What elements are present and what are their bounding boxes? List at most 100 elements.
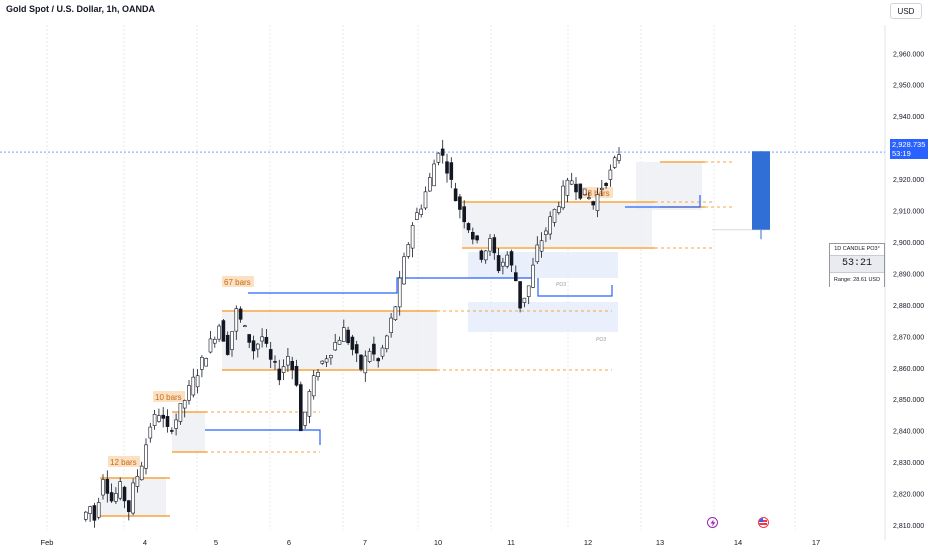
candle-body — [208, 338, 213, 353]
candle-body — [458, 196, 462, 210]
candle-body — [354, 344, 359, 354]
candle-body — [316, 371, 320, 377]
po3-label: PO3 — [596, 337, 606, 343]
candle-body — [320, 360, 325, 364]
candle-body — [174, 419, 178, 429]
candle-body — [230, 331, 234, 350]
candle-body — [505, 254, 510, 267]
candle-body — [96, 502, 101, 518]
candle-body — [165, 416, 170, 427]
x-tick-label: Feb — [41, 538, 54, 547]
candle-body — [380, 347, 385, 357]
candle-body — [548, 216, 553, 235]
candle-body — [260, 336, 264, 342]
candle-body — [221, 320, 226, 342]
y-tick-label: 2,830.000 — [893, 460, 924, 467]
candle-body — [333, 342, 338, 351]
candle-body — [170, 430, 174, 432]
candle-body — [213, 338, 217, 344]
candle-body — [135, 476, 140, 487]
candle-body — [273, 361, 277, 363]
range-label-bg — [153, 391, 185, 402]
structure-line — [205, 429, 321, 445]
candle-body — [191, 376, 196, 396]
x-tick-label: 17 — [812, 538, 820, 547]
candle-body — [268, 349, 273, 360]
y-tick-label: 2,860.000 — [893, 366, 924, 373]
candle-body — [127, 500, 131, 512]
candle-body — [574, 183, 578, 193]
range-label: 10 bars — [155, 393, 182, 402]
candle-body — [509, 251, 514, 266]
y-tick-label: 2,870.000 — [893, 334, 924, 341]
candle-body — [286, 356, 290, 366]
candle-body — [445, 161, 449, 174]
candle-body — [599, 188, 604, 190]
y-tick-label: 2,840.000 — [893, 429, 924, 436]
candle-body — [513, 272, 518, 282]
candle-info-panel: 1D CANDLE PO3° 53:21 Range: 28.61 USD — [829, 243, 885, 287]
candle-body — [307, 391, 312, 417]
candle-body — [101, 479, 105, 496]
x-tick-label: 10 — [434, 538, 442, 547]
candle-body — [178, 403, 183, 422]
candle-body — [389, 317, 393, 333]
candle-body — [195, 375, 200, 388]
y-tick-label: 2,910.000 — [893, 209, 924, 216]
daily-candle-body — [752, 151, 770, 230]
structure-line — [537, 278, 613, 297]
y-tick-label: 2,960.000 — [893, 51, 924, 58]
candle-body — [565, 179, 570, 196]
candle-body — [88, 506, 92, 514]
panel-title: 1D CANDLE PO3° — [830, 244, 884, 256]
candle-body — [436, 152, 441, 163]
y-tick-label: 2,890.000 — [893, 271, 924, 278]
candle-body — [92, 505, 97, 521]
candle-body — [200, 357, 204, 370]
current-price-value: 2,928.735 — [892, 140, 926, 149]
candle-body — [582, 188, 587, 196]
candle-body — [569, 180, 574, 185]
candle-body — [470, 232, 475, 240]
candle-body — [329, 355, 333, 359]
candle-body — [423, 191, 428, 209]
candle-body — [376, 358, 381, 362]
y-tick-label: 2,880.000 — [893, 303, 924, 310]
candle-body — [298, 384, 303, 432]
candle-body — [384, 335, 389, 349]
candle-body — [363, 355, 368, 374]
candle-body — [372, 343, 376, 355]
candle-body — [118, 481, 122, 499]
candle-body — [131, 482, 135, 514]
x-tick-label: 13 — [656, 538, 664, 547]
y-tick-label: 2,920.000 — [893, 177, 924, 184]
candle-body — [367, 350, 372, 362]
range-label-bg — [108, 456, 140, 467]
candle-body — [449, 162, 454, 180]
y-tick-label: 2,810.000 — [893, 523, 924, 530]
candle-body — [419, 208, 424, 215]
candle-body — [501, 261, 505, 267]
currency-button[interactable]: USD — [890, 3, 922, 19]
candle-body — [324, 358, 329, 363]
y-tick-label: 2,820.000 — [893, 492, 924, 499]
y-tick-label: 2,900.000 — [893, 240, 924, 247]
candle-body — [475, 235, 479, 241]
candle-body — [544, 230, 548, 235]
x-tick-label: 5 — [214, 538, 218, 547]
x-tick-label: 11 — [507, 538, 515, 547]
candle-body — [139, 465, 144, 481]
candle-body — [277, 368, 282, 381]
us-flag-icon[interactable] — [758, 517, 769, 528]
candle-body — [535, 244, 540, 263]
candle-body — [393, 306, 398, 320]
candle-body — [578, 183, 583, 199]
candle-body — [466, 223, 471, 231]
candle-body — [397, 277, 402, 308]
x-tick-label: 7 — [363, 538, 367, 547]
range-label: 12 bars — [110, 458, 137, 467]
candle-body — [243, 325, 247, 328]
lightning-icon[interactable] — [707, 517, 718, 528]
candle-body — [552, 209, 557, 223]
